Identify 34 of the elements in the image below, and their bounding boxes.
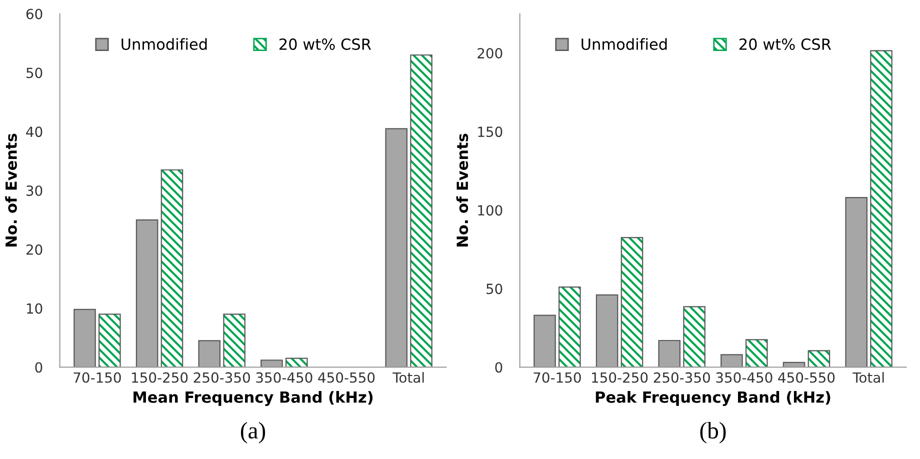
y-tick-label: 0 <box>35 362 42 373</box>
x-tick-label: 350-450 <box>256 372 312 383</box>
y-tick-label: 150 <box>478 126 502 138</box>
x-tick-label: 150-250 <box>132 372 188 383</box>
y-tick-label: 30 <box>26 185 42 196</box>
x-tick-label: Total <box>852 372 884 383</box>
legend-label: 20 wt% CSR <box>279 38 372 50</box>
x-tick-label: 450-550 <box>778 372 835 383</box>
x-axis-title: Peak Frequency Band (kHz) <box>596 391 830 406</box>
x-tick-label: 450-550 <box>318 372 375 383</box>
y-axis-title: No. of Events <box>5 134 17 247</box>
text: (a) <box>240 422 266 444</box>
y-tick-label: 0 <box>495 362 502 373</box>
legend-label: Unmodified <box>582 38 667 50</box>
y-axis-title: No. of Events <box>456 134 468 247</box>
y-tick-label: 200 <box>478 48 502 59</box>
y-tick-label: 60 <box>26 8 42 20</box>
y-tick-label: 20 <box>26 244 42 255</box>
y-tick-label: 40 <box>26 126 42 138</box>
x-tick-label: 250-350 <box>194 372 250 383</box>
y-tick-label: 100 <box>478 205 502 216</box>
x-tick-label: 70-150 <box>534 372 581 383</box>
x-axis-title: Mean Frequency Band (kHz) <box>134 391 373 406</box>
y-tick-label: 50 <box>26 68 42 78</box>
y-tick-label: 10 <box>26 303 42 314</box>
legend-label: 20 wt% CSR <box>739 38 832 50</box>
x-tick-label: 70-150 <box>74 372 121 383</box>
text: (b) <box>700 422 726 444</box>
x-tick-label: 150-250 <box>592 372 648 383</box>
y-tick-label: 50 <box>486 284 502 294</box>
x-tick-label: 250-350 <box>654 372 710 383</box>
x-tick-label: 350-450 <box>716 372 772 383</box>
x-tick-label: Total <box>392 372 424 383</box>
legend-label: Unmodified <box>122 38 207 50</box>
